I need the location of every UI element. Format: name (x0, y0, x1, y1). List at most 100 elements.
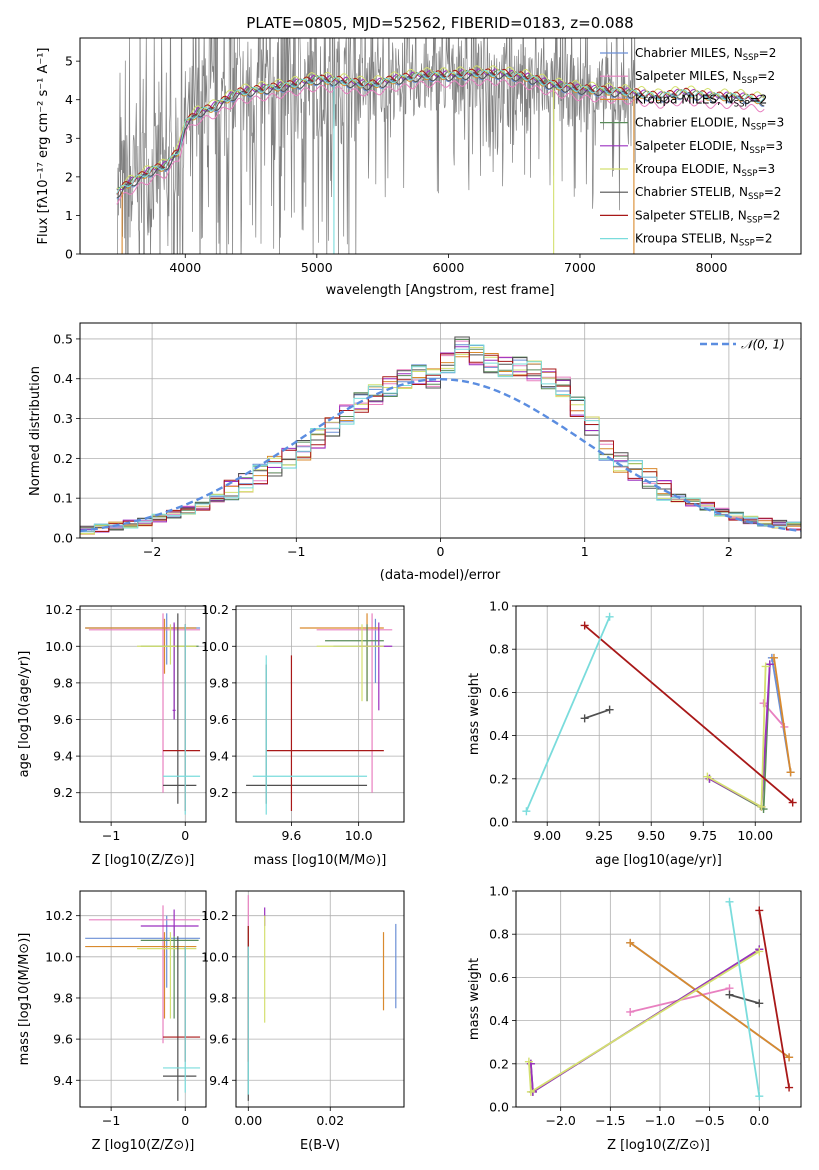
legend-label: Chabrier MILES, N (635, 46, 743, 60)
plus-marker (703, 772, 712, 781)
x-tick-label: 9.50 (637, 828, 665, 843)
x-axis-label: age [log10(age/yr)] (595, 853, 722, 868)
axes-frame (235, 890, 405, 1108)
y-tick-label: 9.8 (209, 675, 229, 690)
y-tick-label: 9.4 (53, 1073, 73, 1088)
legend-subscript: SSP (748, 192, 764, 202)
plus-marker (755, 947, 764, 956)
plus-marker (626, 938, 635, 947)
y-tick-label: 9.4 (209, 749, 229, 764)
spectrum-panel: 4000 5000 6000 7000 8000 0 1 2 3 4 5 Chabrier MILES… (36, 37, 802, 298)
x-tick-label: 9.25 (585, 828, 613, 843)
x-axis-label: Z [log10(Z/Z⊙)] (92, 853, 195, 868)
x-tick-label: 7000 (564, 260, 596, 275)
x-tick-label: 0.0 (749, 1113, 769, 1128)
y-tick-label: 9.6 (209, 1032, 229, 1047)
y-tick-label: 0.1 (53, 491, 73, 506)
plus-marker (526, 1087, 535, 1096)
x-tick-label: −1 (102, 1113, 120, 1128)
y-tick-label: 10.0 (45, 949, 73, 964)
mass-weight-line (525, 616, 611, 812)
y-tick-label: 0.0 (53, 531, 73, 546)
plus-marker (755, 999, 764, 1008)
model-spectrum-line (116, 78, 765, 205)
legend-value: =2 (763, 208, 781, 222)
legend-label: Kroupa STELIB, N (635, 232, 739, 246)
y-tick-label: 1.0 (489, 884, 509, 899)
plus-marker (580, 621, 589, 630)
x-tick-label: 6000 (432, 260, 464, 275)
x-tick-label: 1 (581, 544, 589, 559)
mass-weight-line (728, 901, 761, 1097)
axes-frame (515, 605, 802, 823)
y-axis-label: mass [log10(M/M⊙)] (17, 933, 32, 1066)
y-tick-label: 0 (65, 247, 73, 262)
plus-marker (765, 660, 774, 669)
plot-area (85, 613, 201, 815)
plot-area (80, 336, 801, 535)
axes-frame (235, 605, 405, 823)
legend-subscript: SSP (749, 146, 765, 156)
plus-marker (785, 1083, 794, 1092)
y-tick-label: 0.0 (489, 815, 509, 830)
y-tick-label: 9.6 (53, 1032, 73, 1047)
mass-weight-line (629, 942, 790, 1059)
legend-entry: Salpeter STELIB, NSSP=2 (635, 208, 780, 225)
mass-weight-vs-metallicity-panel: −2.0 −1.5 −1.0 −0.5 0.0 0.0 0.2 0.4 0.6 0.8 1.0 Z [… (467, 884, 802, 1153)
x-tick-label: 10.00 (737, 828, 773, 843)
residual-histogram-line (80, 352, 801, 533)
model-spectrum-line (116, 69, 765, 194)
legend-entry: Salpeter ELODIE, NSSP=3 (635, 139, 783, 156)
page-title: PLATE=0805, MJD=52562, FIBERID=0183, z=0… (246, 14, 633, 32)
plus-marker (580, 714, 589, 723)
plus-marker (786, 768, 795, 777)
y-tick-label: 9.8 (53, 675, 73, 690)
legend-label: Chabrier ELODIE, N (635, 116, 751, 130)
legend-value: =2 (759, 46, 777, 60)
y-axis-label: Flux [fλ10⁻¹⁷ erg cm⁻² s⁻¹ A⁻¹] (36, 48, 51, 245)
legend-label: Salpeter MILES, N (635, 69, 742, 83)
plus-marker (725, 897, 734, 906)
y-tick-label: 10.0 (45, 639, 73, 654)
x-tick-label: 0 (181, 828, 189, 843)
mass-weight-line (528, 950, 760, 1094)
mass-weight-line (709, 664, 771, 811)
plus-marker (755, 1092, 764, 1101)
y-tick-label: 9.2 (209, 785, 229, 800)
legend-entry: Chabrier ELODIE, NSSP=3 (635, 116, 784, 133)
plus-marker (524, 1057, 533, 1066)
x-axis-label: E(B-V) (300, 1138, 340, 1153)
x-axis-label: (data-model)/error (380, 568, 501, 583)
y-axis-label: mass weight (467, 673, 482, 755)
y-tick-label: 1 (65, 208, 73, 223)
y-tick-label: 9.8 (53, 990, 73, 1005)
mass-weight-line (584, 708, 610, 720)
y-tick-label: 10.0 (201, 639, 229, 654)
x-axis-label: mass [log10(M/M⊙)] (254, 853, 387, 868)
y-tick-label: 0.4 (489, 728, 509, 743)
x-tick-label: 4000 (169, 260, 201, 275)
y-tick-label: 10.2 (45, 602, 73, 617)
legend-subscript: SSP (742, 76, 758, 86)
y-axis-label: Normed distribution (28, 366, 43, 496)
plus-marker (605, 612, 614, 621)
plus-marker (522, 807, 531, 816)
y-tick-label: 0.8 (489, 642, 509, 657)
legend-label: Chabrier STELIB, N (635, 185, 748, 199)
plus-marker (725, 990, 734, 999)
y-tick-label: 0.0 (489, 1100, 509, 1115)
legend-entry: Chabrier STELIB, NSSP=2 (635, 185, 782, 202)
y-tick-label: 9.8 (209, 990, 229, 1005)
x-tick-label: 0.00 (234, 1113, 262, 1128)
y-tick-label: 9.4 (53, 749, 73, 764)
legend-label: Kroupa ELODIE, N (635, 162, 742, 176)
mass-vs-ebv-panel: 0.00 0.02 9.4 9.6 9.8 10.0 10.2 E(B-V) (201, 890, 405, 1153)
plus-marker (769, 653, 778, 662)
legend-subscript: SSP (734, 99, 750, 109)
x-tick-label: 0 (181, 1113, 189, 1128)
y-tick-label: 9.6 (53, 712, 73, 727)
y-tick-label: 5 (65, 54, 73, 69)
x-tick-label: 9.6 (281, 828, 301, 843)
y-tick-label: 0.2 (489, 771, 509, 786)
